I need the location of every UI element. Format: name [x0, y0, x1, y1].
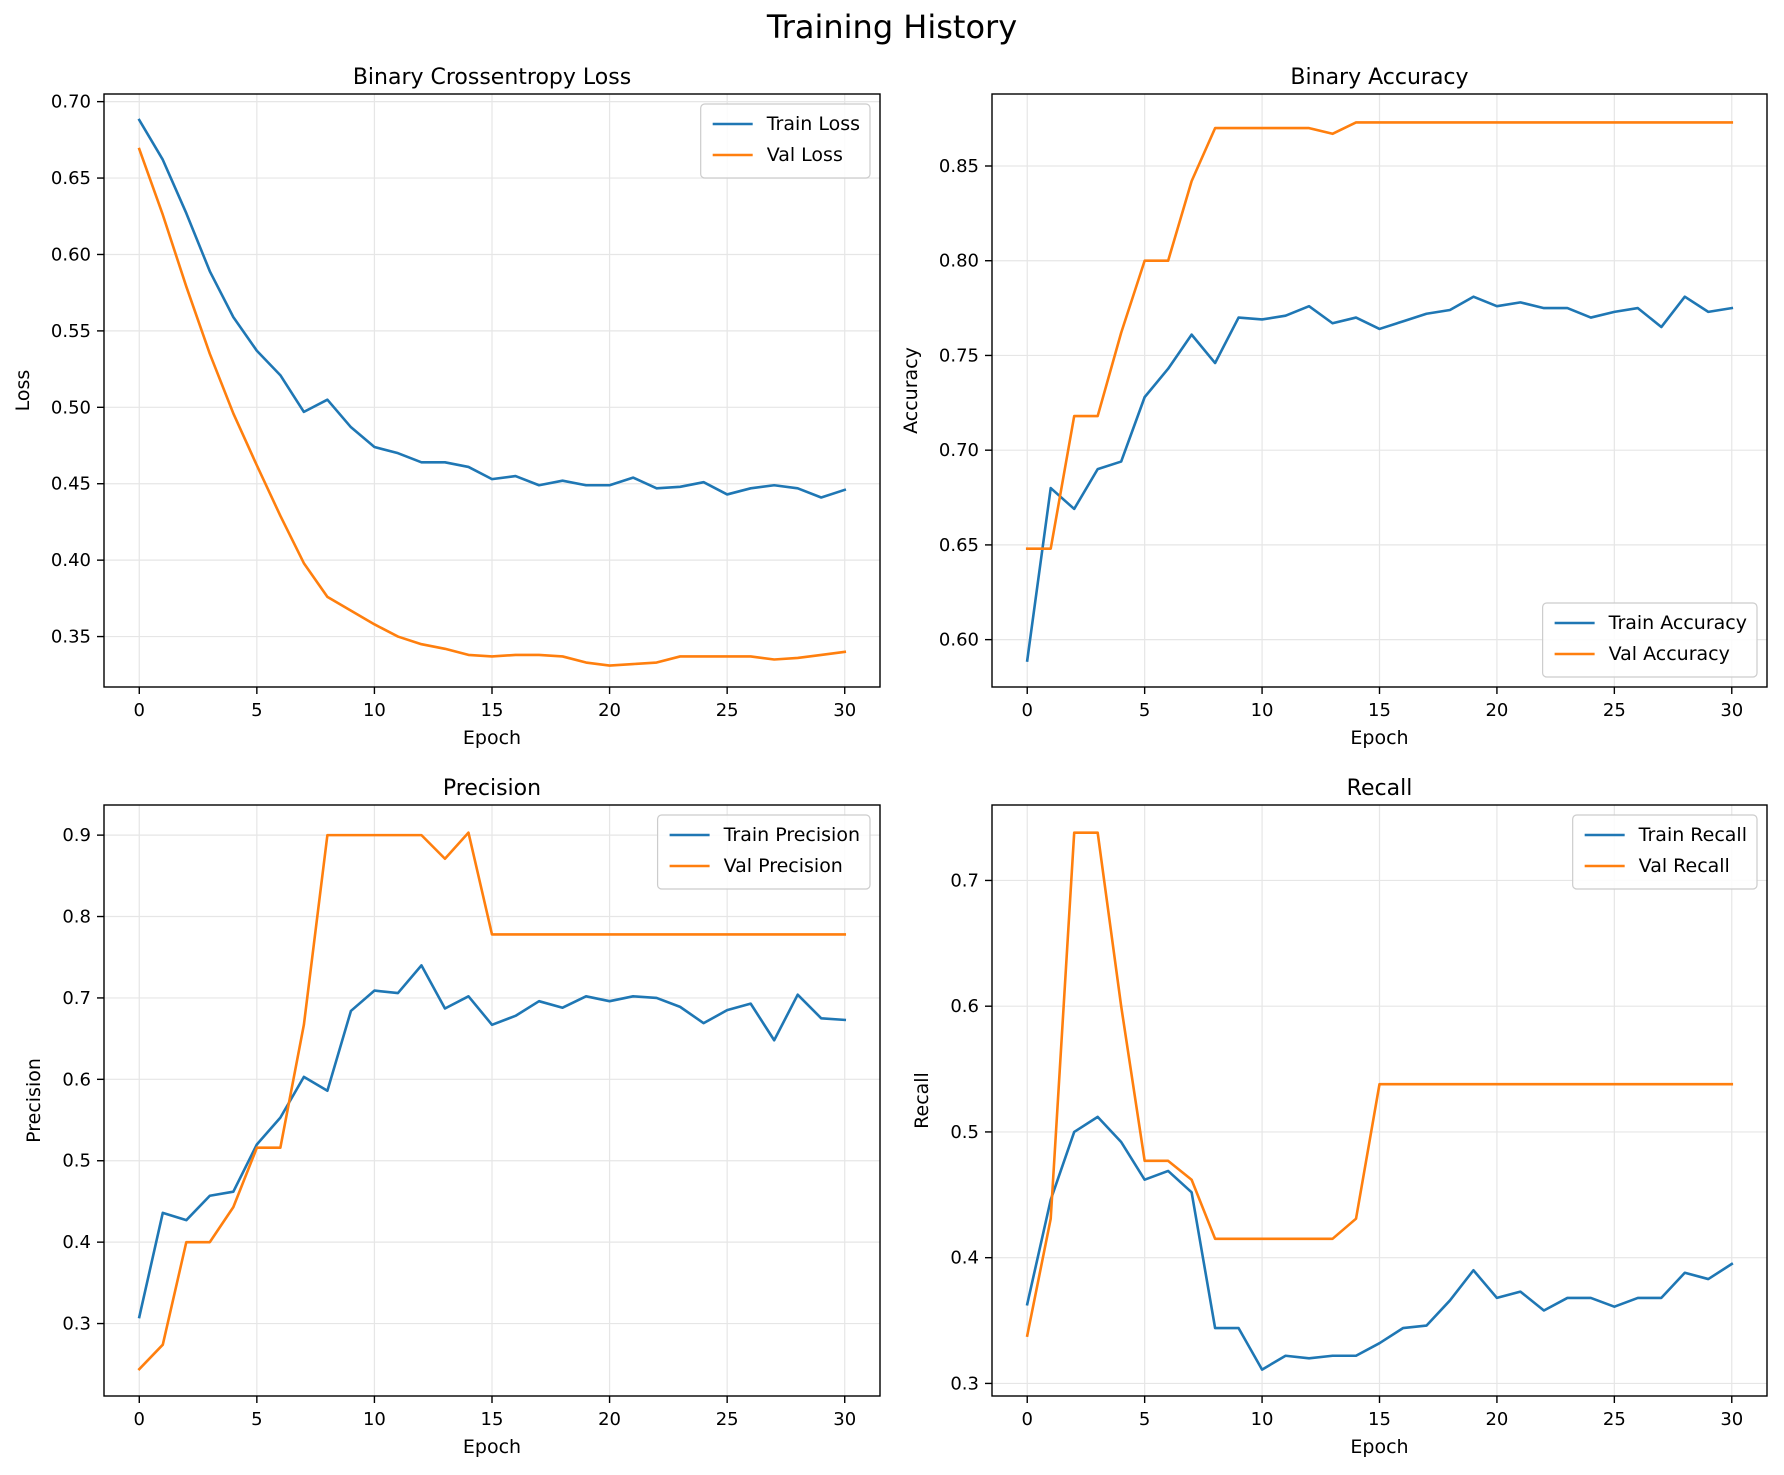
y-tick-label: 0.3	[62, 1314, 91, 1335]
series-line-train	[1025, 295, 1734, 662]
x-tick-label: 5	[251, 1409, 262, 1430]
legend-label: Train Recall	[1638, 824, 1747, 846]
y-tick-label: 0.5	[950, 1122, 979, 1143]
legend-label: Train Accuracy	[1608, 612, 1747, 634]
y-tick-label: 0.80	[939, 251, 979, 272]
y-axis-label: Precision	[23, 1058, 45, 1143]
legend-label: Train Precision	[723, 824, 860, 846]
y-tick-label: 0.45	[51, 474, 91, 495]
chart-recall: 0 5 10 15 20 25 30 0.3 0.4 0.5 0.6 0.7 Recall Epoch Re…	[911, 776, 1768, 1458]
legend-label: Val Precision	[724, 855, 843, 877]
x-tick-label: 20	[598, 700, 621, 721]
y-tick-label: 0.9	[62, 825, 91, 846]
y-tick-label: 0.7	[62, 988, 91, 1009]
legend-label: Val Accuracy	[1609, 643, 1730, 665]
x-tick-label: 10	[363, 700, 386, 721]
y-tick-label: 0.65	[51, 168, 91, 189]
x-tick-label: 10	[1251, 1409, 1274, 1430]
x-tick-label: 30	[1720, 1409, 1743, 1430]
y-tick-label: 0.60	[939, 630, 979, 651]
y-tick-label: 0.7	[950, 870, 979, 891]
y-tick-label: 0.70	[51, 92, 91, 113]
series-line-val	[1025, 121, 1734, 551]
x-tick-label: 15	[1368, 1409, 1391, 1430]
x-tick-label: 15	[481, 700, 504, 721]
x-tick-label: 0	[1022, 700, 1033, 721]
subplot-title: Binary Accuracy	[1290, 65, 1468, 90]
x-tick-label: 25	[1603, 700, 1626, 721]
chart-precision: 0 5 10 15 20 25 30 0.3 0.4 0.5 0.6 0.7 0.8 0.9 Precisi…	[23, 776, 881, 1458]
x-tick-label: 0	[1022, 1409, 1033, 1430]
y-axis-label: Recall	[911, 1072, 933, 1129]
x-axis-label: Epoch	[463, 1436, 521, 1458]
y-tick-label: 0.70	[939, 440, 979, 461]
y-tick-label: 0.75	[939, 345, 979, 366]
y-tick-label: 0.55	[51, 321, 91, 342]
y-tick-label: 0.8	[62, 907, 91, 928]
legend: Train Recall Val Recall	[1572, 814, 1758, 890]
subplot-title: Recall	[1347, 776, 1413, 801]
y-tick-label: 0.40	[51, 550, 91, 571]
legend-box	[1572, 814, 1758, 890]
series-line-train	[1025, 1115, 1734, 1371]
legend: Train Precision Val Precision	[656, 814, 871, 890]
series-line-train	[137, 118, 847, 499]
x-tick-label: 15	[481, 1409, 504, 1430]
legend-label: Train Loss	[766, 113, 860, 135]
x-tick-label: 25	[716, 700, 739, 721]
series-line-val	[1025, 831, 1734, 1338]
chart-loss: 0 5 10 15 20 25 30 0.35 0.40 0.45 0.50 0.55 0.60 0.65…	[12, 65, 881, 749]
x-tick-label: 20	[598, 1409, 621, 1430]
y-tick-label: 0.65	[939, 535, 979, 556]
y-axis-label: Accuracy	[900, 347, 922, 434]
figure-title: Training History	[766, 8, 1018, 46]
series-line-val	[137, 147, 847, 667]
series-line-train	[137, 964, 847, 1319]
legend-box	[700, 103, 871, 179]
y-tick-label: 0.35	[51, 627, 91, 648]
x-axis-label: Epoch	[1350, 1436, 1408, 1458]
x-axis-label: Epoch	[1350, 727, 1408, 749]
x-tick-label: 0	[134, 700, 145, 721]
x-tick-label: 30	[833, 700, 856, 721]
x-tick-label: 30	[1720, 700, 1743, 721]
y-tick-label: 0.4	[62, 1232, 91, 1253]
legend-box	[656, 814, 871, 890]
legend: Train Accuracy Val Accuracy	[1542, 602, 1758, 678]
x-tick-label: 10	[1251, 700, 1274, 721]
legend-label: Val Recall	[1639, 855, 1730, 877]
x-tick-label: 20	[1485, 1409, 1508, 1430]
x-tick-label: 25	[716, 1409, 739, 1430]
legend-box	[1542, 602, 1758, 678]
x-tick-label: 15	[1368, 700, 1391, 721]
chart-accuracy: 0 5 10 15 20 25 30 0.60 0.65 0.70 0.75 0.80 0.85 Bina…	[900, 65, 1768, 749]
y-tick-label: 0.6	[950, 996, 979, 1017]
subplot-title: Binary Crossentropy Loss	[353, 65, 631, 90]
y-tick-label: 0.6	[62, 1069, 91, 1090]
y-tick-label: 0.85	[939, 156, 979, 177]
x-tick-label: 5	[1139, 700, 1150, 721]
y-tick-label: 0.50	[51, 397, 91, 418]
y-tick-label: 0.4	[950, 1248, 979, 1269]
x-tick-label: 25	[1603, 1409, 1626, 1430]
y-tick-label: 0.5	[62, 1151, 91, 1172]
series-line-val	[137, 831, 847, 1371]
x-tick-label: 5	[251, 700, 262, 721]
y-tick-label: 0.3	[950, 1373, 979, 1394]
legend-label: Val Loss	[767, 144, 843, 166]
x-axis-label: Epoch	[463, 727, 521, 749]
y-axis-label: Loss	[12, 370, 34, 412]
x-tick-label: 20	[1485, 700, 1508, 721]
subplot-title: Precision	[443, 776, 541, 801]
x-tick-label: 5	[1139, 1409, 1150, 1430]
legend: Train Loss Val Loss	[700, 103, 871, 179]
x-tick-label: 30	[833, 1409, 856, 1430]
y-tick-label: 0.60	[51, 244, 91, 265]
x-tick-label: 10	[363, 1409, 386, 1430]
x-tick-label: 0	[134, 1409, 145, 1430]
